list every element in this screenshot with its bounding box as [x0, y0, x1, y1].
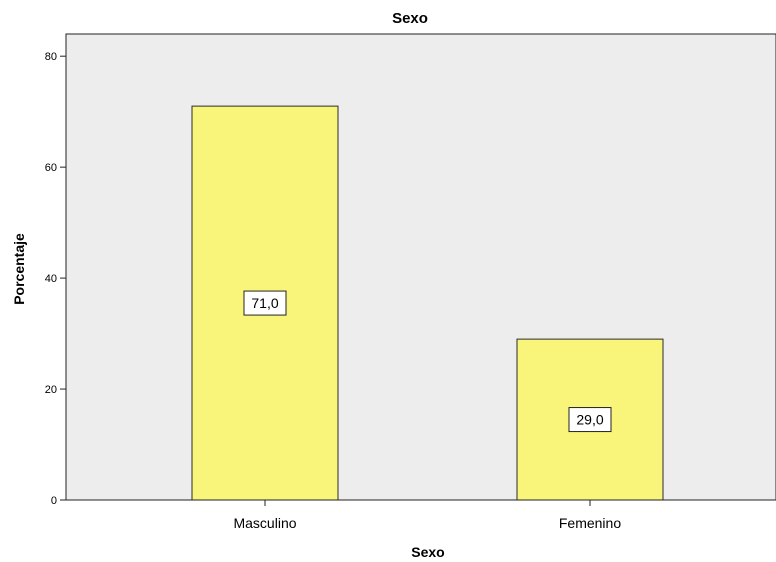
- x-axis: Masculino Femenino: [66, 499, 776, 531]
- y-axis-title: Porcentaje: [11, 233, 27, 305]
- plot-area: [65, 33, 776, 501]
- y-tick-label: 80: [45, 51, 57, 63]
- data-label: 71,0: [251, 295, 278, 311]
- y-tick-label: 40: [45, 273, 57, 285]
- x-tick-label: Femenino: [559, 515, 621, 531]
- chart-title: Sexo: [392, 10, 428, 27]
- y-tick-label: 60: [45, 162, 57, 174]
- x-axis-title: Sexo: [411, 544, 444, 560]
- data-label-box: [568, 407, 612, 433]
- data-label-box: [243, 290, 287, 316]
- data-label: 29,0: [576, 412, 603, 428]
- y-tick-label: 0: [51, 495, 57, 507]
- y-tick-label: 20: [45, 384, 57, 396]
- y-axis: 0 20 40 60 80: [45, 34, 67, 507]
- bars-group: 71,0 29,0: [191, 105, 664, 501]
- x-tick-label: Masculino: [233, 515, 296, 531]
